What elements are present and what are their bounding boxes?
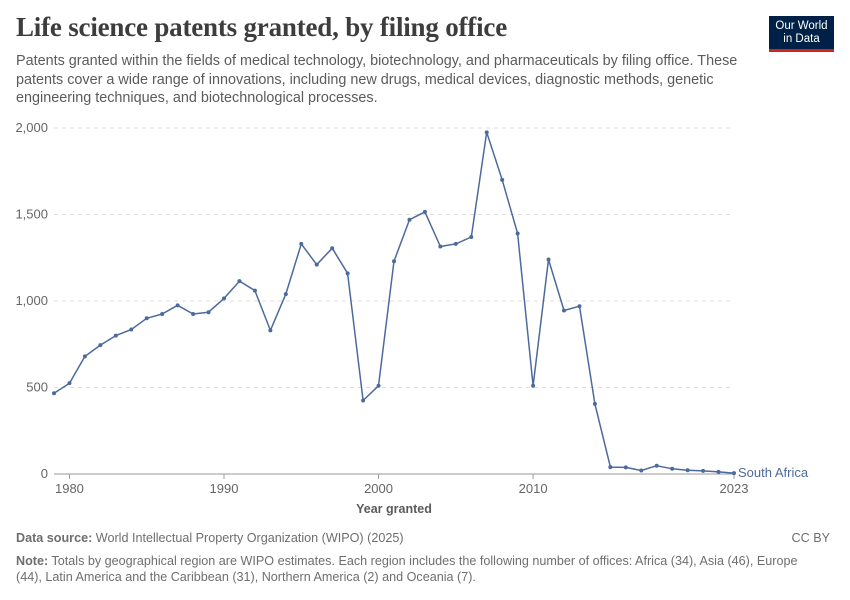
data-point (654, 463, 659, 468)
data-point (623, 465, 628, 470)
data-point (144, 316, 149, 321)
data-point (283, 292, 288, 297)
data-point (469, 234, 474, 239)
y-tick-label: 2,000 (15, 120, 48, 135)
data-point (98, 343, 103, 348)
data-point (592, 401, 597, 406)
data-point (407, 217, 412, 222)
our-world-in-data-logo[interactable]: Our World in Data (769, 16, 834, 52)
data-point (268, 328, 273, 333)
data-point (608, 465, 613, 470)
data-point (515, 231, 520, 236)
y-tick-label: 500 (26, 380, 48, 395)
data-point (639, 468, 644, 473)
data-point (500, 177, 505, 182)
data-point (222, 296, 226, 301)
data-point (484, 130, 489, 135)
x-axis-title: Year granted (356, 502, 432, 516)
data-point (113, 333, 118, 338)
license-link[interactable]: CC BY (791, 531, 831, 545)
data-point (531, 383, 536, 388)
data-point (546, 257, 551, 262)
chart-note: Note: Totals by geographical region are … (16, 553, 816, 585)
data-point (685, 468, 690, 473)
data-point (422, 209, 427, 214)
data-source-text[interactable]: World Intellectual Property Organization… (95, 531, 404, 545)
data-point (129, 327, 134, 332)
y-tick-label: 1,000 (15, 293, 48, 308)
data-point (562, 308, 566, 313)
x-tick-label: 2023 (720, 481, 749, 496)
data-point (160, 311, 165, 316)
x-tick-label: 1980 (55, 481, 84, 496)
logo-line-1: Our World (775, 20, 828, 32)
data-source: Data source: World Intellectual Property… (16, 531, 404, 545)
logo-line-2: in Data (783, 33, 820, 45)
data-point (67, 381, 72, 386)
data-point (732, 471, 736, 476)
data-point (299, 241, 304, 246)
y-tick-label: 0 (41, 466, 48, 481)
data-point (252, 288, 257, 293)
chart-title: Life science patents granted, by filing … (16, 12, 507, 42)
data-point (392, 259, 396, 264)
data-point (701, 468, 706, 473)
note-label: Note: (16, 554, 49, 568)
data-source-label: Data source: (16, 531, 93, 545)
data-point (453, 241, 458, 246)
x-tick-label: 1990 (210, 481, 239, 496)
data-point (314, 262, 319, 267)
x-tick-label: 2000 (364, 481, 393, 496)
data-point (345, 271, 350, 276)
x-tick-label: 2010 (519, 481, 548, 496)
data-point (670, 466, 675, 471)
data-point (577, 304, 582, 309)
data-point (191, 311, 196, 316)
data-point (330, 246, 335, 251)
data-point (82, 354, 87, 359)
chart-subtitle: Patents granted within the fields of med… (16, 53, 738, 106)
data-point (438, 244, 443, 249)
note-text: Totals by geographical region are WIPO e… (16, 554, 798, 584)
data-point (376, 383, 381, 388)
data-point (206, 310, 211, 315)
y-tick-label: 1,500 (15, 207, 48, 222)
data-point (361, 398, 366, 403)
series-label: South Africa (738, 465, 809, 480)
data-point (52, 391, 56, 396)
data-point (716, 469, 721, 474)
data-point (175, 303, 180, 308)
data-point (237, 279, 242, 284)
series-line (53, 131, 735, 474)
